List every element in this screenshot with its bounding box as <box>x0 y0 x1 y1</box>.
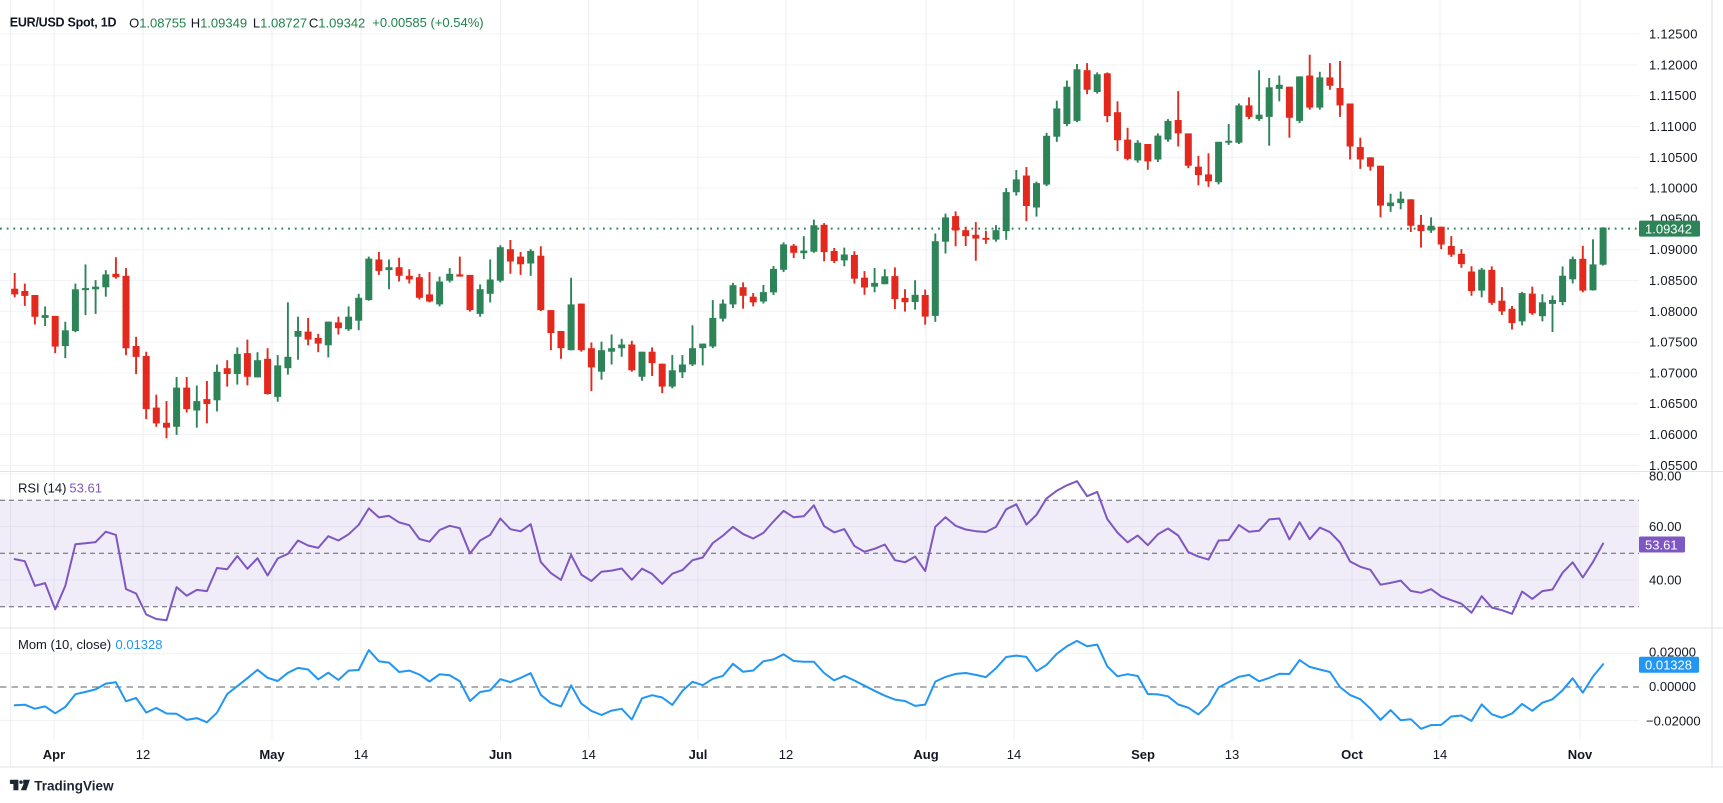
svg-text:1.11000: 1.11000 <box>1649 119 1697 134</box>
svg-text:1.08000: 1.08000 <box>1649 304 1698 319</box>
svg-text:1.07500: 1.07500 <box>1649 335 1698 350</box>
svg-text:53.61: 53.61 <box>69 481 102 496</box>
svg-text:May: May <box>259 747 285 762</box>
svg-text:Jun: Jun <box>489 747 512 762</box>
svg-text:O1.08755: O1.08755 <box>129 15 186 30</box>
svg-text:TradingView: TradingView <box>34 779 114 794</box>
svg-text:1.09342: 1.09342 <box>1645 221 1692 236</box>
svg-text:Aug: Aug <box>913 747 938 762</box>
svg-text:12: 12 <box>136 747 150 762</box>
svg-text:C1.09342: C1.09342 <box>309 15 365 30</box>
svg-text:14: 14 <box>581 747 595 762</box>
svg-text:14: 14 <box>1007 747 1021 762</box>
svg-text:RSI (14): RSI (14) <box>18 481 66 496</box>
svg-text:1.06500: 1.06500 <box>1649 396 1698 411</box>
svg-text:80.00: 80.00 <box>1649 469 1682 484</box>
svg-text:Sep: Sep <box>1131 747 1155 762</box>
svg-text:1.10500: 1.10500 <box>1649 150 1698 165</box>
svg-text:+0.00585 (+0.54%): +0.00585 (+0.54%) <box>372 15 483 30</box>
svg-text:13: 13 <box>1225 747 1239 762</box>
svg-text:60.00: 60.00 <box>1649 519 1682 534</box>
svg-text:1.12000: 1.12000 <box>1649 57 1698 72</box>
svg-text:0.01328: 0.01328 <box>116 637 163 652</box>
svg-text:12: 12 <box>779 747 793 762</box>
svg-text:1.09000: 1.09000 <box>1649 242 1698 257</box>
svg-text:−0.02000: −0.02000 <box>1646 714 1701 729</box>
svg-text:Apr: Apr <box>43 747 65 762</box>
svg-text:Mom (10, close): Mom (10, close) <box>18 637 111 652</box>
svg-text:1.05500: 1.05500 <box>1649 458 1698 473</box>
svg-text:1.11500: 1.11500 <box>1649 88 1697 103</box>
svg-text:Jul: Jul <box>689 747 708 762</box>
svg-text:0.01328: 0.01328 <box>1645 658 1692 673</box>
svg-text:0.00000: 0.00000 <box>1649 679 1696 694</box>
svg-text:14: 14 <box>1433 747 1447 762</box>
svg-text:Oct: Oct <box>1341 747 1363 762</box>
svg-text:L1.08727: L1.08727 <box>253 15 307 30</box>
svg-text:EUR/USD Spot, 1D: EUR/USD Spot, 1D <box>10 16 117 30</box>
svg-text:53.61: 53.61 <box>1645 537 1678 552</box>
svg-text:1.08500: 1.08500 <box>1649 273 1698 288</box>
svg-text:40.00: 40.00 <box>1649 573 1682 588</box>
svg-text:0.02000: 0.02000 <box>1649 645 1696 660</box>
svg-text:1.12500: 1.12500 <box>1649 27 1698 42</box>
svg-text:H1.09349: H1.09349 <box>191 15 247 30</box>
svg-text:Nov: Nov <box>1568 747 1593 762</box>
svg-text:14: 14 <box>354 747 368 762</box>
svg-text:1.06000: 1.06000 <box>1649 427 1698 442</box>
svg-text:1.07000: 1.07000 <box>1649 365 1698 380</box>
svg-text:1.10000: 1.10000 <box>1649 181 1698 196</box>
